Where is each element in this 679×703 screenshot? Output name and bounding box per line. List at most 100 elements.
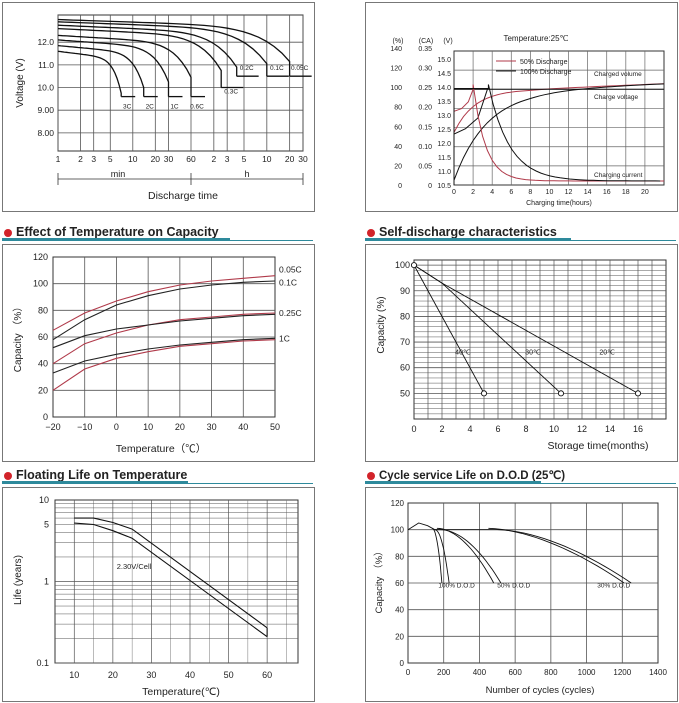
- x-axis-title: Storage time(months): [548, 440, 649, 452]
- x-tick-label: 2: [78, 154, 83, 164]
- charge-voltage-100: [453, 89, 488, 135]
- x-tick-label: 50: [270, 422, 280, 432]
- discharge-curve: [57, 21, 268, 77]
- x-tick-label: −10: [77, 422, 92, 432]
- header-bullet-icon: [367, 472, 375, 480]
- x-tick-label: 10: [143, 422, 153, 432]
- y-tick-label: 50: [400, 388, 410, 398]
- y-tick-label-pct: 0: [398, 183, 402, 190]
- x-tick-label: 20: [285, 154, 295, 164]
- cycle-start-curve: [407, 522, 436, 531]
- cycle-curve: [434, 529, 450, 584]
- curve-label: 0.3C: [224, 89, 238, 96]
- y-tick-label-pct: 140: [390, 46, 402, 53]
- x-tick-label: 3: [91, 154, 96, 164]
- curve-label: Charging current: [594, 172, 643, 179]
- series-line: [413, 264, 562, 394]
- self-discharge-header: Self-discharge characteristics: [365, 225, 676, 241]
- discharge-curve: [57, 39, 170, 97]
- y-axis-title: Capacity (%): [376, 296, 387, 353]
- axis-unit-ca: (CA): [419, 38, 433, 45]
- y-tick-label-v: 11.5: [438, 155, 451, 162]
- y-tick-label: 60: [38, 332, 48, 342]
- curve-label: 100% D.O.D: [438, 583, 475, 590]
- y-tick-label-v: 15.0: [437, 57, 451, 64]
- self-discharge-title: Self-discharge characteristics: [379, 225, 557, 239]
- y-tick-label: 0: [400, 659, 405, 668]
- y-tick-label: 1: [44, 577, 49, 587]
- y-tick-label-v: 12.0: [437, 141, 451, 148]
- discharge-curve: [57, 50, 122, 97]
- x-tick-label: −20: [45, 422, 60, 432]
- annotation-label: 2.30V/Cell: [117, 562, 152, 571]
- h-range-label: h: [244, 169, 249, 179]
- curve-label: 0.05C: [279, 265, 302, 275]
- charged-volume-100: [453, 83, 665, 181]
- y-tick-label: 5: [44, 520, 49, 530]
- y-tick-label: 9.00: [37, 105, 54, 115]
- y-tick-label: 8.00: [37, 128, 54, 138]
- curve-label: 30℃: [525, 350, 541, 357]
- x-tick-label: 60: [262, 670, 272, 680]
- life-band-line: [74, 517, 268, 629]
- curve-label: 2C: [146, 104, 155, 111]
- discharge-chart: 12.011.010.09.008.001 2 3 5 10 20 30 60 2 3 5 10 20 3…: [15, 14, 312, 202]
- y-tick-label: 100: [395, 260, 410, 270]
- y-tick-label-v: 10.5: [437, 183, 451, 190]
- discharge-chart-panel: 12.0 11.0 10.0 9.00 8.00 1 2 3 5 10 20 30 60 2 3 5 10 20 3…: [2, 2, 315, 212]
- y-tick-label-ca: 0: [428, 183, 432, 190]
- header-bullet-icon: [4, 472, 12, 480]
- curve-label: 0.1C: [279, 277, 297, 287]
- y-tick-label-ca: 0.05: [418, 163, 432, 170]
- floating-life-chart-panel: 10 5 1 0.1 10 20 30 40 50 60 Temperature(℃) Life (y…: [2, 487, 315, 702]
- y-tick-label-v: 11.0: [438, 169, 451, 176]
- x-tick-label: 5: [242, 154, 247, 164]
- x-tick-label: 1000: [578, 668, 596, 677]
- life-band-line: [74, 522, 268, 638]
- x-tick-label: 2: [471, 189, 475, 196]
- curve-label: 0.6C: [190, 104, 204, 111]
- x-tick-label: 6: [495, 424, 500, 434]
- x-tick-label: 10: [128, 154, 138, 164]
- curve-label: 40℃: [455, 350, 471, 357]
- floating-life-title: Floating Life on Temperature: [16, 468, 188, 482]
- y-tick-label-ca: 0.10: [418, 144, 432, 151]
- y-tick-label: 80: [38, 305, 48, 315]
- series-line: [52, 280, 276, 341]
- y-tick-label-pct: 80: [394, 105, 402, 112]
- curve-label: 20℃: [599, 350, 615, 357]
- axis-unit-pct: (%): [393, 38, 404, 45]
- curve-label: 0.1C: [270, 65, 284, 72]
- y-tick-label-pct: 20: [394, 163, 402, 170]
- y-tick-label: 0.1: [36, 658, 49, 668]
- y-tick-label-ca: 0.30: [418, 66, 432, 73]
- curve-label: 50% D.O.D: [497, 583, 530, 590]
- x-tick-label: 2: [439, 424, 444, 434]
- y-tick-label-v: 13.5: [437, 99, 451, 106]
- x-tick-label: 16: [633, 424, 643, 434]
- x-tick-label: 20: [108, 670, 118, 680]
- curve-label: 0.25C: [279, 308, 302, 318]
- x-tick-label: 3: [225, 154, 230, 164]
- x-tick-label: 4: [467, 424, 472, 434]
- curve-label: Charged volume: [594, 71, 642, 78]
- y-tick-label: 100: [391, 526, 405, 535]
- chart-title: Temperature:25℃: [503, 34, 568, 43]
- end-marker: [634, 390, 642, 397]
- y-tick-label: 0: [43, 412, 48, 422]
- x-axis-title: Temperature（℃）: [116, 443, 206, 455]
- x-tick-label: 5: [108, 154, 113, 164]
- x-tick-label: 40: [185, 670, 195, 680]
- x-tick-label: 20: [175, 422, 185, 432]
- y-tick-label: 60: [395, 579, 404, 588]
- x-tick-label: 200: [437, 668, 451, 677]
- x-axis-title: Discharge time: [148, 190, 218, 202]
- y-tick-label-v: 14.0: [437, 85, 451, 92]
- temperature-chart-panel: 120 100 80 60 40 20 0 −20 −10 0 10 20 30 40 50 Temperat…: [2, 244, 315, 462]
- y-tick-label-v: 13.0: [437, 113, 451, 120]
- y-axis-title: Voltage (V): [15, 58, 26, 107]
- y-tick-label: 12.0: [37, 37, 54, 47]
- self-discharge-chart-panel: 100 90 80 70 60 50 0 2 4 6 8 10 12 14 16 Storage time(m…: [365, 244, 678, 462]
- curve-label: 0.2C: [240, 65, 254, 72]
